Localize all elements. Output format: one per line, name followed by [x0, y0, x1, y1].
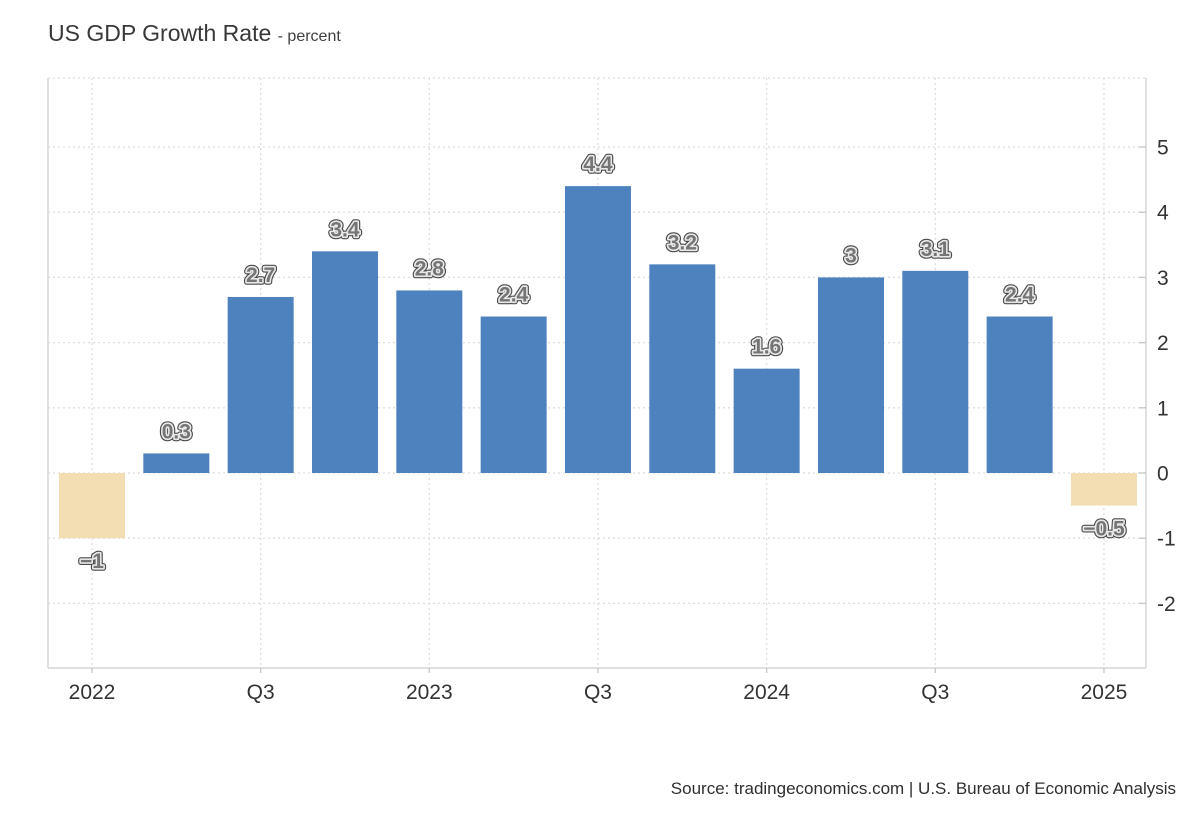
- x-tick-label: 2023: [406, 681, 453, 704]
- bar-value-label-10: 3.1: [921, 238, 951, 261]
- bar-value-label-0: −1: [80, 550, 104, 573]
- y-tick-label: -1: [1157, 528, 1176, 551]
- bar-value-label-11: 2.4: [1005, 284, 1035, 307]
- bar-value-label-9: 3: [845, 244, 857, 267]
- y-tick-label: 4: [1157, 202, 1169, 225]
- bar-10: [902, 270, 969, 473]
- x-tick-label: Q3: [584, 681, 612, 704]
- bar-value-outline-5: 2.4: [499, 284, 529, 307]
- bar-value-label-4: 2.8: [415, 257, 445, 280]
- bar-5: [480, 316, 547, 473]
- y-tick-label: 3: [1157, 267, 1169, 290]
- bar-7: [649, 264, 716, 473]
- bar-value-outline-7: 3.2: [668, 231, 697, 254]
- bar-1: [143, 453, 210, 473]
- gdp-bar-chart: −1−10.30.32.72.73.43.42.82.82.42.44.44.4…: [47, 77, 1176, 704]
- chart-title-unit: - percent: [277, 28, 341, 45]
- x-tick-label: 2025: [1081, 681, 1128, 704]
- bar-value-outline-1: 0.3: [162, 420, 191, 443]
- bar-2: [227, 296, 294, 473]
- bar-11: [986, 316, 1053, 473]
- bar-value-outline-4: 2.8: [415, 257, 445, 280]
- y-tick-label: 5: [1157, 137, 1169, 160]
- x-tick-label: 2022: [69, 681, 116, 704]
- bar-8: [733, 368, 800, 473]
- bar-value-outline-12: −0.5: [1083, 518, 1125, 541]
- bar-4: [396, 290, 463, 473]
- bar-value-outline-9: 3: [845, 244, 857, 267]
- y-tick-label: 1: [1157, 397, 1169, 420]
- bar-value-label-8: 1.6: [752, 336, 781, 359]
- y-tick-label: 2: [1157, 332, 1169, 355]
- bar-value-outline-8: 1.6: [752, 336, 781, 359]
- bar-value-outline-11: 2.4: [1005, 284, 1035, 307]
- bar-value-outline-6: 4.4: [583, 153, 613, 176]
- bar-12: [1070, 473, 1137, 506]
- bar-value-outline-2: 2.7: [246, 264, 275, 287]
- bar-value-label-6: 4.4: [583, 153, 613, 176]
- bar-value-outline-0: −1: [80, 550, 104, 573]
- y-tick-label: -2: [1157, 593, 1176, 616]
- y-tick-label: 0: [1157, 463, 1169, 486]
- bar-value-outline-3: 3.4: [330, 218, 360, 241]
- bar-value-label-12: −0.5: [1083, 518, 1125, 541]
- bar-value-label-2: 2.7: [246, 264, 275, 287]
- bar-9: [817, 277, 884, 473]
- bar-value-label-5: 2.4: [499, 284, 529, 307]
- page-title: US GDP Growth Rate - percent: [48, 20, 341, 47]
- bar-value-label-7: 3.2: [668, 231, 697, 254]
- bar-3: [311, 251, 378, 473]
- x-tick-label: Q3: [921, 681, 949, 704]
- bar-value-outline-10: 3.1: [921, 238, 951, 261]
- bar-0: [59, 473, 125, 539]
- bar-6: [564, 186, 631, 473]
- source-attribution: Source: tradingeconomics.com | U.S. Bure…: [670, 779, 1176, 798]
- chart-title-text: US GDP Growth Rate: [48, 20, 272, 46]
- x-tick-label: Q3: [247, 681, 275, 704]
- bar-value-label-1: 0.3: [162, 420, 191, 443]
- x-tick-label: 2024: [743, 681, 790, 704]
- bar-value-label-3: 3.4: [330, 218, 360, 241]
